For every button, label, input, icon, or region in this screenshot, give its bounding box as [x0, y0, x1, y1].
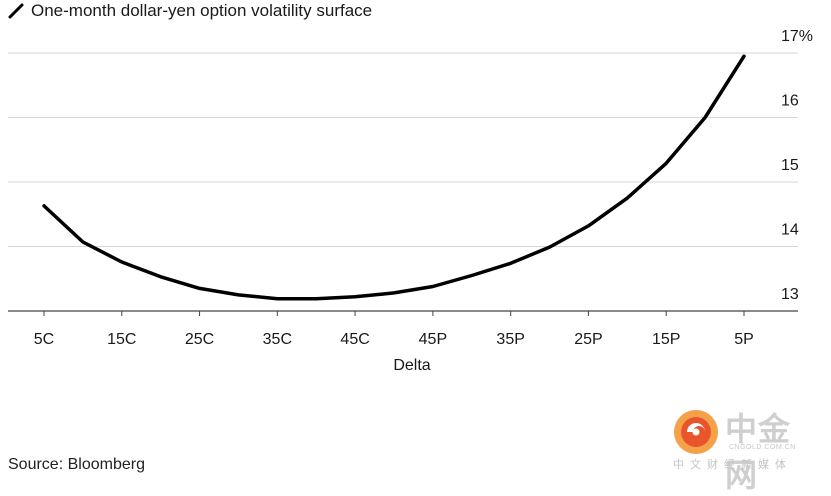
volatility-line-chart: 13 14 15 16 17% 5C 15C 25C 35C 45C 45P 35P 25P 15P 5P D… — [8, 28, 813, 374]
y-tick-label: 16 — [781, 93, 799, 110]
x-tick-label: 35P — [496, 331, 524, 348]
x-tick-label: 25C — [185, 331, 214, 348]
source-note: Source: Bloomberg — [8, 456, 145, 473]
y-tick-label: 13 — [781, 286, 799, 303]
watermark-logo-icon — [674, 410, 718, 454]
x-axis-label: Delta — [393, 357, 430, 374]
y-tick-label: 15 — [781, 157, 799, 174]
x-tick-label: 5C — [34, 331, 54, 348]
x-tick-label: 15C — [107, 331, 136, 348]
x-tick-label: 5P — [734, 331, 754, 348]
series-line — [42, 54, 746, 301]
watermark-url: CNGOLD.COM.CN — [729, 444, 796, 451]
watermark: 中金网 CNGOLD.COM.CN 中文财经新媒体 — [671, 404, 821, 493]
y-tick-label: 14 — [781, 222, 799, 239]
x-tick-label: 45C — [340, 331, 369, 348]
legend-line-swatch — [8, 3, 24, 19]
watermark-tagline: 中文财经新媒体 — [673, 459, 792, 471]
x-tick-label: 35C — [263, 331, 292, 348]
x-tick-label: 45P — [419, 331, 447, 348]
chart-title: One-month dollar-yen option volatility s… — [31, 1, 373, 20]
chart-legend: One-month dollar-yen option volatility s… — [8, 0, 372, 22]
x-tick-label: 25P — [574, 331, 602, 348]
y-tick-label: 17% — [781, 28, 813, 45]
x-tick-label: 15P — [652, 331, 680, 348]
